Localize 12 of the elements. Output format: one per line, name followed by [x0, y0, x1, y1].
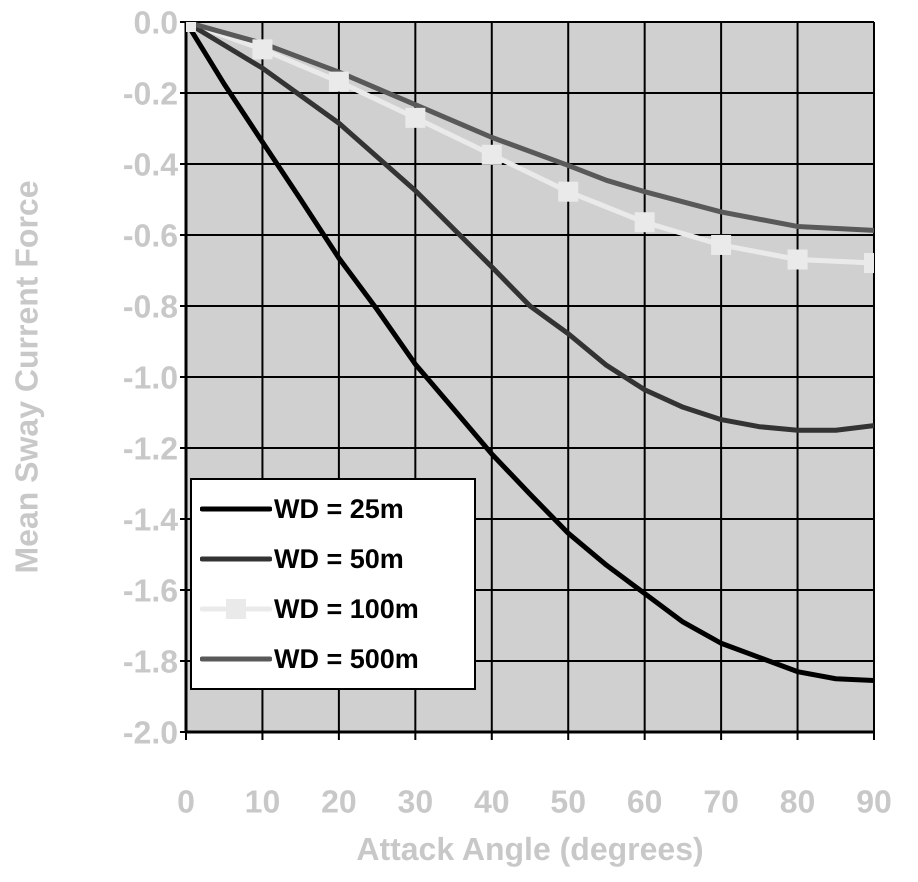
point: [405, 108, 426, 128]
legend-label: WD = 100m: [274, 594, 419, 624]
point: [711, 234, 732, 255]
point: [252, 39, 272, 60]
point: [482, 144, 502, 165]
legend-label: WD = 500m: [274, 644, 419, 674]
point: [634, 212, 655, 232]
point: [558, 182, 578, 202]
legend-label: WD = 25m: [274, 494, 404, 524]
point: [328, 72, 349, 92]
legend-label: WD = 50m: [274, 544, 404, 574]
point: [788, 249, 808, 270]
